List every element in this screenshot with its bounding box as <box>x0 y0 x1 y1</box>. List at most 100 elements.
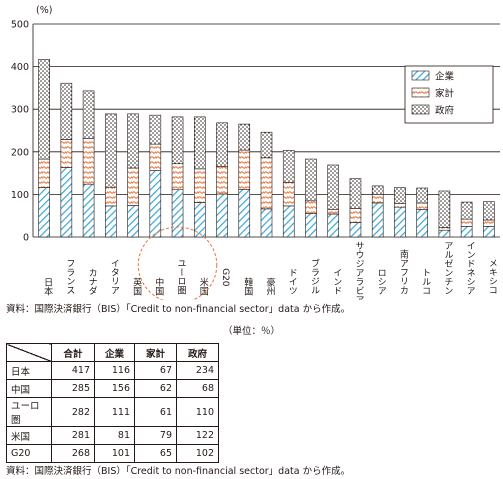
legend-label: 政府 <box>435 105 455 117</box>
row-label: ユーロ圏 <box>6 397 52 427</box>
cell-government: 68 <box>176 379 219 398</box>
bar-segment <box>416 187 428 204</box>
col-header-household: 家計 <box>134 343 177 362</box>
bar-segment <box>238 123 251 151</box>
bar-segment <box>127 205 139 238</box>
bar-segment <box>38 59 50 160</box>
cell-total: 282 <box>51 397 95 427</box>
y-tick-label: 0 <box>23 233 29 244</box>
bar-segment <box>327 213 340 238</box>
x-tick-label: 米国 <box>198 276 209 296</box>
bar-segment <box>127 113 139 169</box>
bar-segment <box>394 187 406 204</box>
bar-segment <box>216 122 228 167</box>
x-tick-label: フランス <box>64 259 74 295</box>
highlight-circle <box>137 226 218 300</box>
bar-segment <box>60 139 73 168</box>
x-tick-label: 英国 <box>131 276 142 296</box>
table-row: G20 268 101 65 102 <box>6 444 219 463</box>
bar-segment <box>216 165 228 195</box>
row-label: 日本 <box>6 361 52 380</box>
x-tick-label: トルコ <box>420 268 431 295</box>
bar-segment <box>82 183 95 238</box>
row-label: 米国 <box>6 426 52 445</box>
cell-total: 268 <box>51 444 95 463</box>
table-row: 中国 285 156 62 68 <box>6 379 219 398</box>
x-tick-label: 豪州 <box>265 276 276 295</box>
bar-segment <box>327 209 340 215</box>
cell-corporate: 156 <box>94 379 135 398</box>
bar-segment <box>371 202 384 238</box>
bar-segment <box>238 149 251 190</box>
bar-segment <box>82 90 95 139</box>
y-tick-label: 500 <box>11 20 29 31</box>
x-tick-label: ロシア <box>376 268 386 295</box>
legend-swatch <box>411 104 430 115</box>
bar-segment <box>394 206 406 238</box>
table-unit-label: （単位：％） <box>223 326 281 337</box>
bar-segment <box>105 186 117 207</box>
bar-segment <box>238 188 251 238</box>
bar-segment <box>260 208 273 238</box>
cell-government: 234 <box>176 361 219 380</box>
y-tick-label: 200 <box>11 147 29 158</box>
bar-segment <box>483 219 495 227</box>
bar-segment <box>483 226 495 238</box>
legend-label: 企業 <box>435 71 455 83</box>
bar-segment <box>282 205 295 238</box>
cell-household: 61 <box>134 397 177 427</box>
bar-segment <box>394 203 406 208</box>
cell-household: 62 <box>134 379 177 398</box>
col-header-government: 政府 <box>176 343 219 362</box>
bar-segment <box>82 138 95 185</box>
legend-label: 家計 <box>435 88 455 100</box>
bar-segment <box>171 116 184 165</box>
cell-corporate: 81 <box>94 426 135 445</box>
bar-segment <box>371 185 384 195</box>
bar-segment <box>438 190 451 228</box>
y-tick-label: 300 <box>11 105 29 116</box>
bar-segment <box>416 209 428 238</box>
bar-segment <box>349 208 362 223</box>
x-tick-label: カナダ <box>87 268 98 295</box>
x-tick-label: 韓国 <box>242 277 253 296</box>
bar-segment <box>38 158 50 188</box>
bar-segment <box>260 157 273 210</box>
x-tick-label: サウジアラビア <box>353 241 364 300</box>
y-unit-label: (%) <box>36 5 52 16</box>
x-tick-label: ブラジル <box>309 258 320 295</box>
bar-segment <box>305 158 317 202</box>
bar-segment <box>282 150 295 183</box>
bar-segment <box>127 167 139 206</box>
bar-segment <box>460 226 473 238</box>
cell-household: 65 <box>134 444 177 463</box>
x-tick-label: ユーロ圏 <box>176 259 187 296</box>
bar-segment <box>105 113 117 188</box>
col-header-corporate: 企業 <box>94 343 135 362</box>
x-tick-label: アルゼンチン <box>442 241 453 295</box>
bar-segment <box>149 170 162 238</box>
source-note: 資料：国際決済銀行（BIS）「Credit to non-financial s… <box>6 304 351 315</box>
col-header-total: 合計 <box>51 343 95 362</box>
x-tick-label: インド <box>331 268 342 295</box>
cell-government: 102 <box>176 444 219 463</box>
cell-total: 417 <box>51 361 95 380</box>
bar-segment <box>371 194 384 204</box>
row-label: 中国 <box>6 379 52 398</box>
bar-segment <box>349 178 362 209</box>
x-tick-label: G20 <box>220 268 230 287</box>
row-label: G20 <box>6 444 52 463</box>
bar-segment <box>105 205 117 238</box>
table-source-note: 資料：国際決済銀行（BIS）「Credit to non-financial s… <box>6 466 351 477</box>
bar-segment <box>193 116 206 170</box>
bar-segment <box>483 201 495 221</box>
stacked-bar-chart: (%) 0 100 200 300 400 500 日本 フランス カナダ イタリア 英国 中国 ユー… <box>11 5 500 300</box>
bar-segment <box>171 163 184 191</box>
x-tick-label: 中国 <box>153 276 164 296</box>
bar-segment <box>305 200 317 214</box>
cell-government: 110 <box>176 397 219 427</box>
y-tick-label: 100 <box>11 190 29 201</box>
table-header-row: 合計 企業 家計 政府 <box>6 343 219 362</box>
x-tick-label: インドネシア <box>465 241 476 295</box>
bar-segment <box>260 131 273 159</box>
